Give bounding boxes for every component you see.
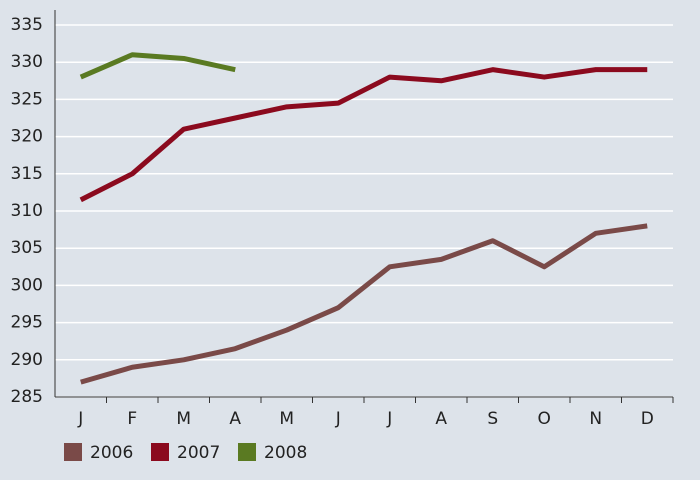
x-tick-label: J (335, 409, 341, 429)
y-tick-label: 315 (11, 164, 43, 184)
series-line (79, 67, 648, 203)
y-tick-label: 295 (11, 313, 43, 333)
x-tick-label: J (386, 409, 392, 429)
y-tick-label: 300 (11, 275, 43, 295)
y-tick-label: 310 (11, 201, 43, 221)
x-tick-label: J (77, 409, 83, 429)
legend-swatch (151, 443, 169, 461)
series-line (79, 52, 236, 80)
legend-label: 2008 (264, 443, 307, 463)
x-tick-label: O (538, 409, 551, 429)
y-tick-label: 285 (11, 387, 43, 407)
y-tick-label: 290 (11, 350, 43, 370)
x-tick-label: D (641, 409, 654, 429)
x-tick-label: A (229, 409, 241, 429)
x-tick-label: N (589, 409, 602, 429)
y-tick-label: 320 (11, 127, 43, 147)
x-tick-label: S (487, 409, 498, 429)
x-tick-label: A (435, 409, 447, 429)
y-tick-label: 305 (11, 238, 43, 258)
x-tick-label: F (127, 409, 137, 429)
legend-label: 2007 (177, 443, 220, 463)
legend-label: 2006 (90, 443, 133, 463)
y-tick-label: 335 (11, 15, 43, 35)
series-line (80, 223, 648, 385)
y-tick-label: 330 (11, 52, 43, 72)
x-tick-label: M (279, 409, 294, 429)
x-tick-label: M (176, 409, 191, 429)
legend-swatch (238, 443, 256, 461)
legend-swatch (64, 443, 82, 461)
y-tick-label: 325 (11, 89, 43, 109)
